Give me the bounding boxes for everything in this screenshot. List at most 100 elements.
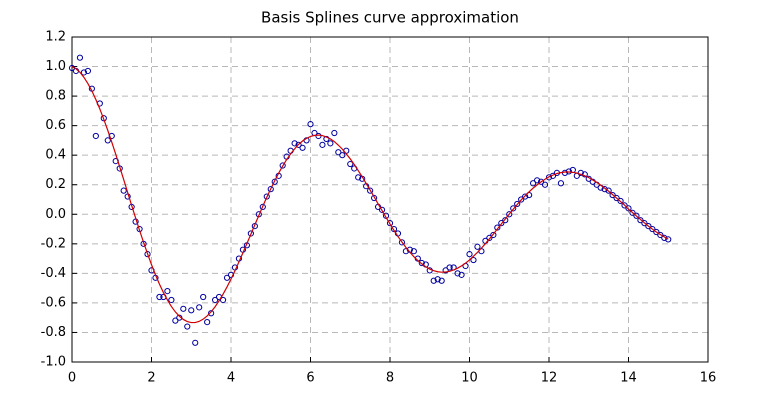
data-point [200, 293, 207, 301]
data-point [267, 186, 274, 193]
data-point [263, 193, 270, 200]
data-point [438, 277, 445, 284]
data-point [637, 217, 644, 224]
data-point [307, 121, 314, 128]
data-point [653, 228, 660, 236]
data-point [474, 243, 481, 250]
data-point [470, 256, 477, 264]
data-point [84, 67, 92, 75]
data-point [502, 217, 509, 224]
y-tick-label: 1.2 [45, 30, 66, 45]
data-point [633, 212, 640, 219]
data-point [327, 140, 334, 147]
data-point [295, 141, 302, 148]
y-tick-label: 0.8 [45, 89, 66, 104]
data-point [172, 317, 179, 324]
data-point [645, 222, 652, 230]
data-point [120, 187, 127, 194]
y-tick-label: -0.2 [41, 236, 66, 251]
data-point [335, 149, 342, 156]
data-point [192, 339, 199, 346]
data-point [184, 323, 191, 330]
data-point [486, 234, 493, 242]
data-point [514, 200, 521, 208]
data-point [92, 132, 99, 140]
data-point [557, 180, 565, 187]
data-point [601, 186, 608, 193]
data-point [510, 205, 517, 212]
data-point [212, 296, 219, 304]
data-point [180, 305, 187, 312]
data-point [609, 191, 616, 199]
data-point [533, 177, 541, 184]
y-tick-label: -0.4 [41, 266, 66, 281]
data-point [518, 196, 525, 203]
data-point [442, 267, 449, 274]
x-tick-label: 2 [147, 371, 155, 386]
data-point [196, 304, 203, 311]
data-point [494, 224, 501, 231]
data-point [454, 270, 461, 277]
data-point [367, 187, 374, 194]
data-point [371, 194, 378, 202]
data-point [541, 181, 549, 188]
y-tick-label: 0.4 [45, 148, 66, 163]
y-tick-label: 0.2 [45, 177, 66, 192]
x-tick-label: 10 [461, 371, 478, 386]
data-point [613, 194, 620, 202]
data-point [386, 220, 394, 227]
data-point [347, 160, 354, 168]
data-point [641, 220, 648, 227]
data-point [104, 137, 111, 144]
data-point [530, 180, 537, 187]
data-point [490, 231, 497, 239]
curve [71, 66, 669, 324]
data-point [259, 203, 266, 210]
data-point [164, 287, 171, 295]
data-point [625, 205, 632, 212]
data-point [188, 307, 195, 314]
data-point [315, 132, 322, 140]
data-point [291, 140, 298, 147]
x-tick-label: 6 [306, 371, 314, 386]
chart-title: Basis Splines curve approximation [261, 9, 519, 27]
data-point [418, 259, 425, 267]
data-point [279, 162, 286, 169]
data-point [649, 225, 656, 233]
x-tick-label: 4 [227, 371, 235, 386]
data-point [545, 174, 553, 181]
data-point [430, 277, 437, 284]
y-tick-label: 0.6 [45, 118, 66, 133]
data-point [629, 209, 636, 216]
data-point [331, 129, 338, 137]
x-tick-label: 16 [700, 371, 717, 386]
data-point [657, 231, 664, 239]
data-point [446, 264, 453, 271]
data-point [378, 206, 386, 213]
data-point [522, 193, 529, 200]
data-point [537, 178, 545, 185]
data-point [339, 152, 346, 159]
data-point [76, 54, 84, 61]
data-point [299, 144, 306, 151]
y-tick-label: -1.0 [41, 355, 66, 370]
data-point [498, 220, 505, 227]
data-point [223, 274, 231, 281]
x-tick-label: 12 [541, 371, 558, 386]
data-point [168, 296, 175, 304]
data-point [319, 141, 326, 148]
data-point [144, 251, 151, 258]
data-point [219, 296, 227, 304]
data-point [271, 178, 278, 185]
plot-frame [71, 36, 709, 363]
data-point [458, 271, 465, 278]
data-point [506, 211, 513, 218]
data-point [410, 248, 417, 255]
data-point [204, 319, 211, 326]
data-point [617, 197, 624, 205]
data-point [390, 225, 398, 233]
y-tick-label: -0.6 [41, 295, 66, 310]
y-tick-label: 0.0 [45, 207, 66, 222]
data-point [605, 187, 612, 194]
